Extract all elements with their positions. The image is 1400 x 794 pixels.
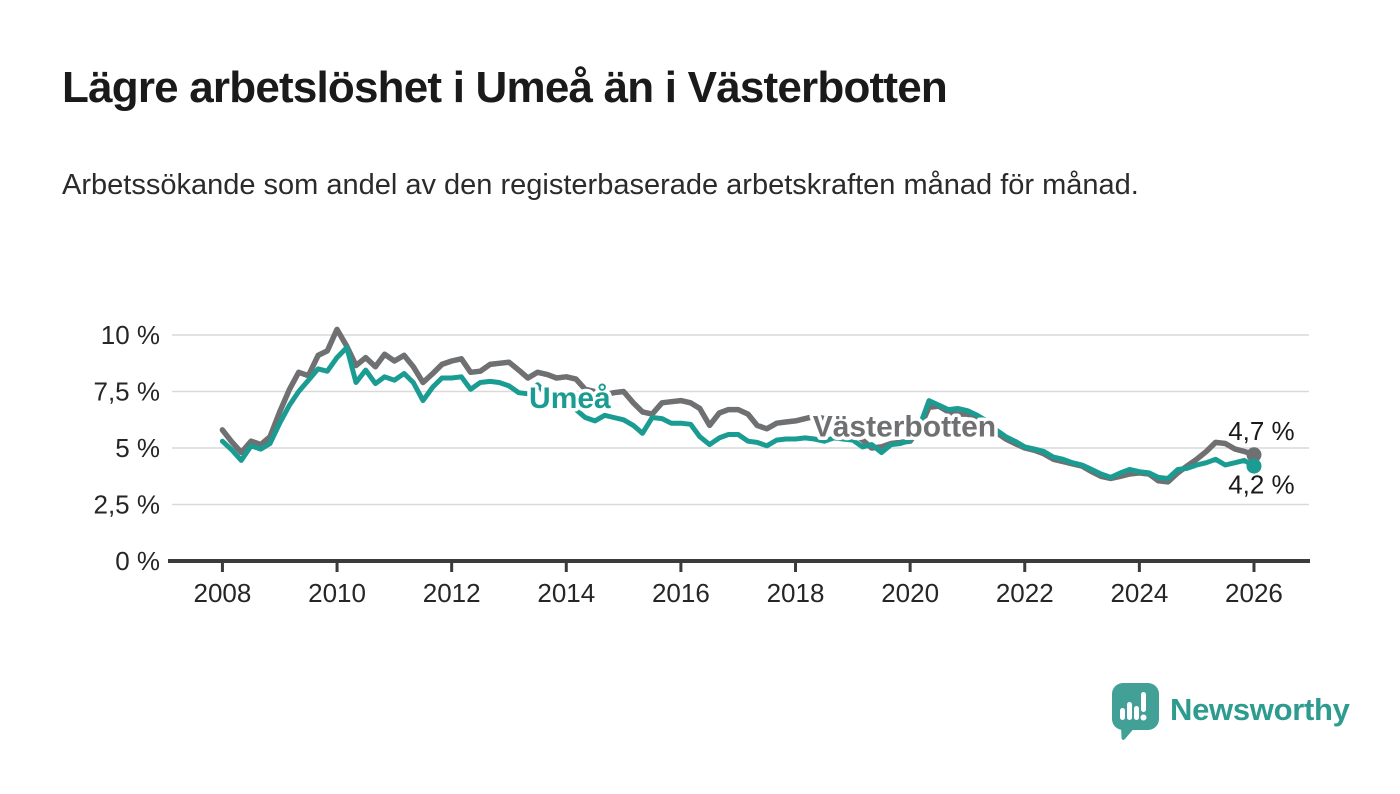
x-tick-label: 2012 <box>423 578 481 608</box>
x-tick-label: 2022 <box>996 578 1054 608</box>
y-tick-label: 7,5 % <box>94 377 161 407</box>
newsworthy-bubble-icon <box>1112 683 1159 740</box>
y-tick-label: 2,5 % <box>94 490 161 520</box>
brand-name: Newsworthy <box>1170 691 1350 727</box>
y-tick-label: 5 % <box>115 433 160 463</box>
x-tick-label: 2018 <box>767 578 825 608</box>
x-tick-label: 2008 <box>194 578 252 608</box>
x-tick-label: 2014 <box>537 578 595 608</box>
series-label-vsterbotten: Västerbotten <box>813 410 996 443</box>
x-tick-label: 2026 <box>1225 578 1283 608</box>
series-end-dot-umeå <box>1246 458 1262 474</box>
chart-title: Lägre arbetslöshet i Umeå än i Västerbot… <box>62 63 948 112</box>
y-tick-label: 10 % <box>101 320 160 350</box>
x-tick-label: 2020 <box>881 578 939 608</box>
y-tick-label: 0 % <box>115 546 160 576</box>
end-value-label-västerbotten: 4,7 % <box>1228 416 1295 446</box>
series-line-umeå <box>219 345 1257 481</box>
series-label-ume: Umeå <box>529 382 611 415</box>
series-line-västerbotten <box>219 326 1257 485</box>
x-tick-label: 2016 <box>652 578 710 608</box>
chart-subtitle: Arbetssökande som andel av den registerb… <box>62 169 1139 201</box>
end-value-label-umeå: 4,2 % <box>1228 470 1295 500</box>
x-tick-label: 2024 <box>1110 578 1168 608</box>
x-tick-label: 2010 <box>308 578 366 608</box>
series-end-dot-västerbotten <box>1246 447 1262 463</box>
newsworthy-logo: Newsworthy <box>1112 683 1350 742</box>
